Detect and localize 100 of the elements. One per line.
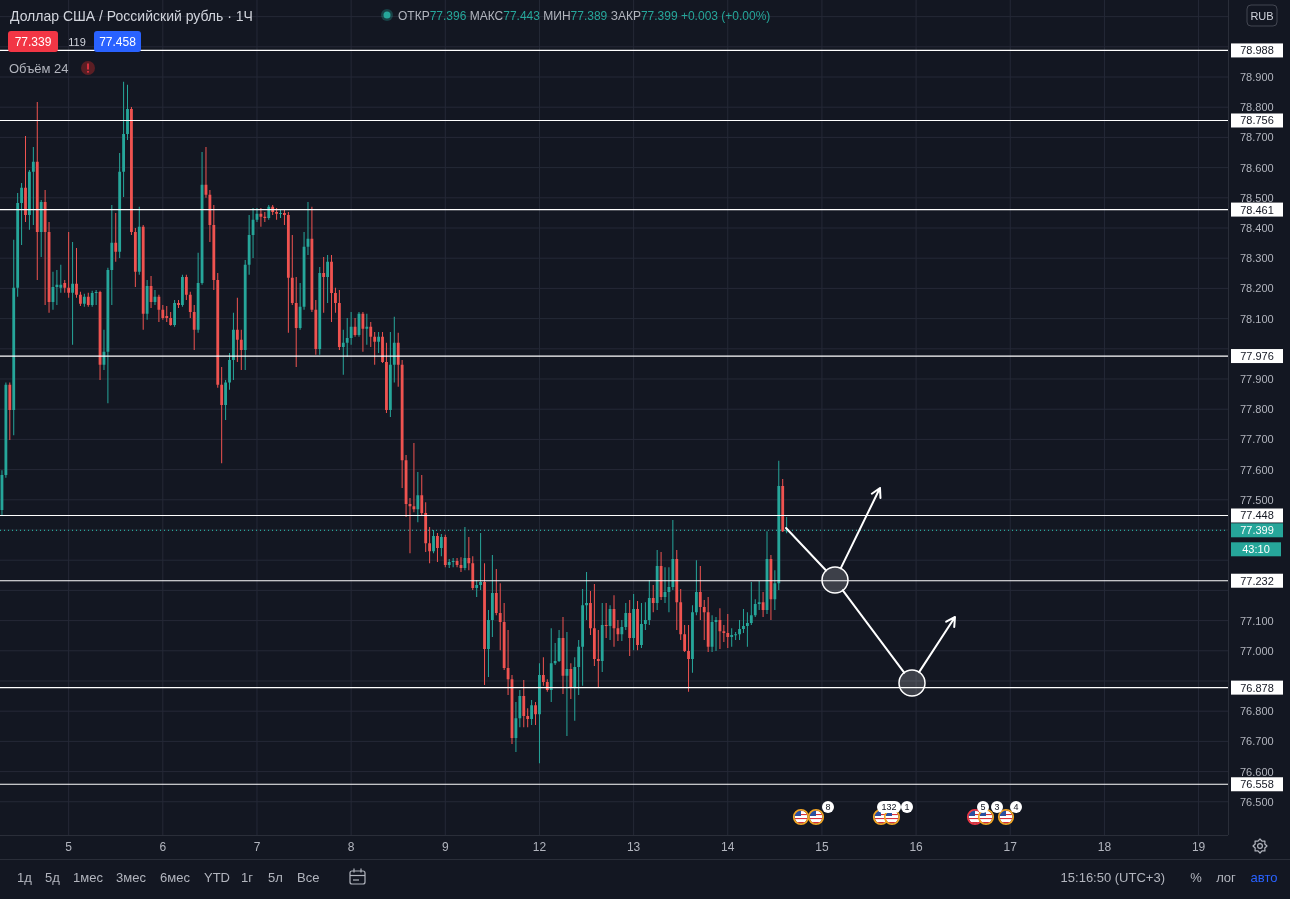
text: 1д [17, 869, 33, 885]
y-tick-label: 77.000 [1240, 644, 1274, 657]
annotation: 77.339 [14, 34, 52, 49]
candlestick [165, 305, 169, 322]
text: ОТКР77.396 МАКС77.443 МИН77.389 ЗАКР77.399 +0.003 (+0.00%) [398, 9, 771, 23]
candlestick [553, 642, 557, 665]
candlestick [479, 533, 483, 591]
candlestick [541, 657, 545, 686]
candlestick [722, 625, 726, 643]
candlestick [757, 581, 761, 611]
annotation: Объём 24 [9, 60, 69, 76]
candlestick [408, 497, 412, 554]
candlestick [585, 571, 588, 620]
x-tick-label: 7 [253, 840, 261, 854]
ref-line-label: 77.448 [1240, 509, 1274, 522]
candlestick [467, 536, 471, 571]
candlestick [451, 558, 455, 568]
x-tick-label: 18 [1097, 840, 1112, 854]
x-tick-label: 13 [626, 840, 641, 854]
text: 5д [45, 869, 61, 885]
candlestick [67, 231, 71, 298]
text: Доллар США / Российский рубль · 1Ч [10, 8, 253, 24]
candlestick [94, 289, 98, 306]
candlestick [702, 600, 706, 640]
ref-line-label: 78.461 [1240, 203, 1274, 216]
y-tick-label: 78.900 [1240, 71, 1274, 84]
text: 3мес [116, 869, 147, 885]
y-tick-label: 78.600 [1240, 161, 1274, 174]
text: авто [1250, 869, 1278, 885]
x-tick-label: 6 [159, 840, 167, 854]
candlestick [31, 147, 35, 225]
candlestick [322, 256, 326, 313]
candlestick [749, 581, 753, 626]
y-tick-label: 76.700 [1240, 735, 1274, 748]
candlestick [687, 625, 690, 692]
text: 43:10 [1242, 543, 1270, 556]
x-tick-label: 16 [909, 840, 924, 854]
text: 5л [268, 869, 283, 885]
candlestick [263, 212, 267, 222]
y-tick-label: 76.800 [1240, 705, 1274, 718]
candlestick [596, 629, 600, 688]
text: 1г [241, 869, 254, 885]
buy-button: 77.458 [94, 31, 141, 52]
y-tick-label: 77.100 [1240, 614, 1274, 627]
sell-button: 77.339 [8, 31, 58, 52]
y-tick-label: 77.700 [1240, 433, 1274, 446]
candlestick [734, 632, 738, 640]
candlestick [71, 241, 74, 345]
annotation: 77.458 [99, 34, 137, 49]
candlestick [365, 313, 369, 345]
candlestick [745, 612, 749, 647]
y-tick-label: 77.900 [1240, 373, 1274, 385]
ref-line-label: 76.878 [1240, 681, 1274, 694]
x-tick-label: 9 [441, 840, 449, 854]
candlestick [742, 609, 745, 633]
y-tick-label: 77.800 [1240, 403, 1274, 416]
y-tick-label: 78.400 [1240, 222, 1274, 234]
ref-line-label: 78.988 [1240, 44, 1274, 57]
text: 15:16:50 (UTC+3) [1060, 869, 1165, 885]
annotation: 132 [881, 802, 897, 812]
candlestick [726, 613, 730, 649]
y-tick-label: 77.600 [1240, 463, 1274, 476]
candlestick [428, 526, 432, 564]
ref-line-label: 78.756 [1240, 114, 1274, 127]
candlestick [55, 269, 59, 306]
y-tick-label: 76.600 [1240, 765, 1274, 778]
candlestick [498, 583, 502, 651]
candlestick [412, 443, 416, 513]
x-tick-label: 15 [815, 840, 829, 854]
x-tick-label: 5 [65, 840, 73, 854]
text: 6мес [160, 869, 191, 885]
currency-button: RUB [1246, 4, 1278, 27]
candlestick [604, 603, 608, 639]
ref-line-label: 77.399 [1240, 524, 1274, 537]
ref-line-label: 76.558 [1240, 778, 1274, 791]
candlestick [279, 209, 282, 219]
x-tick-label: 8 [347, 840, 355, 854]
candlestick [714, 616, 718, 652]
y-tick-label: 78.500 [1240, 191, 1274, 204]
y-tick-label: 77.500 [1240, 493, 1274, 506]
ref-line-label: 77.232 [1240, 574, 1274, 587]
y-tick-label: 78.300 [1240, 252, 1274, 265]
x-tick-label: 17 [1003, 840, 1018, 854]
x-tick-label: 19 [1191, 840, 1206, 854]
text: Все [297, 869, 320, 885]
y-tick-label: 78.800 [1240, 101, 1274, 114]
y-tick-label: 78.200 [1240, 282, 1274, 295]
text: YTD [204, 869, 230, 885]
annotation: 119 [68, 36, 86, 48]
text: лог [1216, 869, 1237, 885]
text: % [1190, 869, 1203, 885]
candlestick [283, 209, 286, 225]
candlestick [643, 602, 647, 630]
y-tick-label: 78.700 [1240, 131, 1274, 144]
y-tick-label: 78.100 [1240, 312, 1274, 325]
candlestick [730, 628, 734, 647]
text: 1мес [73, 869, 104, 885]
x-tick-label: 14 [721, 840, 735, 854]
y-tick-label: 76.500 [1240, 795, 1274, 808]
ref-line-label: 77.976 [1240, 350, 1274, 363]
